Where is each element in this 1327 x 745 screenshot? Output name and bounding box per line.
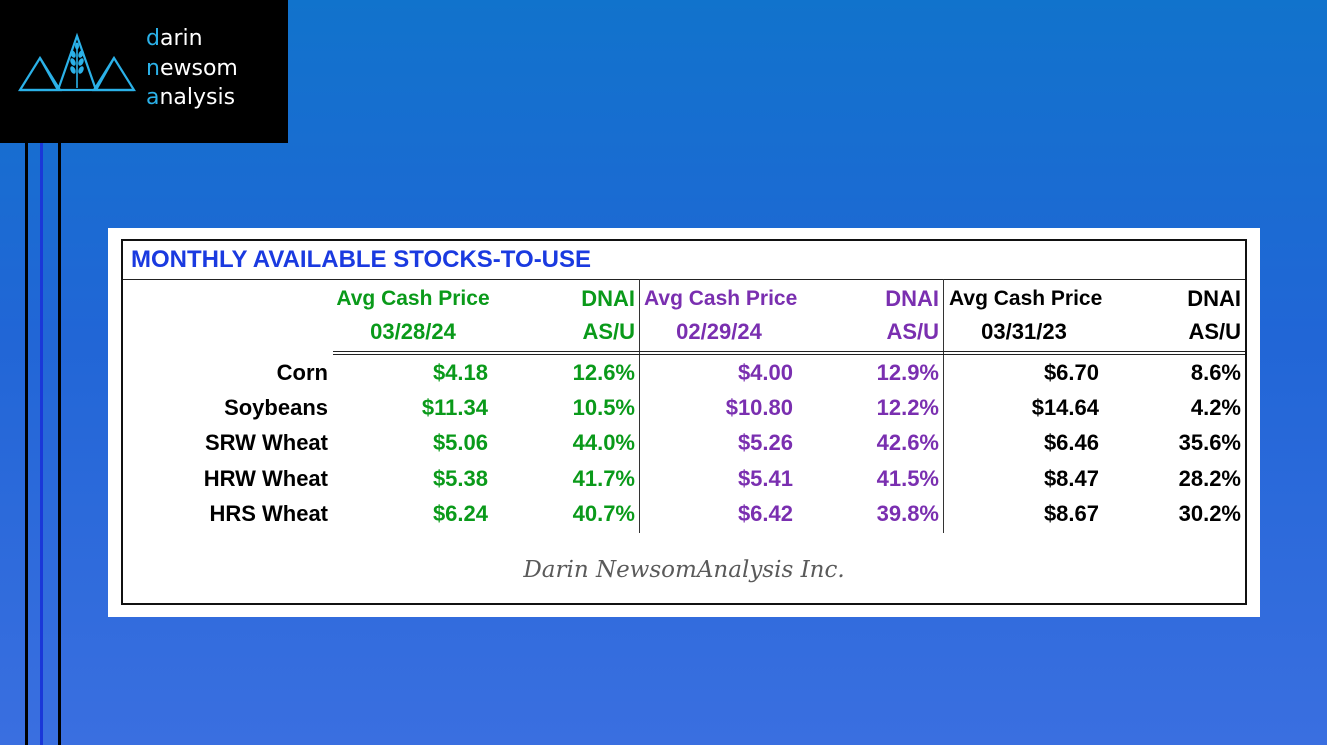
group3-price-header: Avg Cash Price [949,287,1103,310]
group2-price-header: Avg Cash Price [644,287,798,310]
table-title: MONTHLY AVAILABLE STOCKS-TO-USE [131,246,592,273]
table-cell: 12.2% [876,395,939,420]
table-cell: 39.8% [876,501,939,526]
group2-asu-header-2: AS/U [886,319,939,344]
row-label: Corn [276,360,328,385]
decor-line-blue [40,143,43,745]
group1-price-header: Avg Cash Price [336,287,490,310]
group-separator-2 [943,279,944,533]
group3-asu-header-1: DNAI [1187,286,1241,311]
table-cell: $5.26 [737,430,793,455]
table-cell: 4.2% [1190,395,1241,420]
decor-line-black-1 [25,143,28,745]
header-underline-2 [333,354,1245,355]
table-cell: $4.18 [432,360,488,385]
table-cell: 30.2% [1178,501,1241,526]
row-label: SRW Wheat [204,430,328,455]
table-cell: $5.41 [737,466,793,491]
logo-box: darin newsom analysis [0,0,288,143]
title-divider [123,279,1245,280]
row-label: HRS Wheat [209,501,328,526]
table-footer-credit: Darin NewsomAnalysis Inc. [523,557,845,583]
row-label: HRW Wheat [203,466,328,491]
group2-asu-header-1: DNAI [885,286,939,311]
table-cell: $4.00 [737,360,793,385]
table-cell: 12.6% [572,360,635,385]
table-cell: $6.24 [432,501,488,526]
table-cell: $6.42 [737,501,793,526]
table-cell: 44.0% [572,430,635,455]
table-cell: $8.67 [1043,501,1099,526]
table-cell: $11.34 [421,395,488,420]
table-cell: 42.6% [876,430,939,455]
table-cell: 35.6% [1178,430,1241,455]
group1-date: 03/28/24 [370,319,456,344]
table-cell: 8.6% [1190,360,1241,385]
wheat-mountains-icon [18,32,136,92]
row-label: Soybeans [224,395,328,420]
table-cell: $8.47 [1043,466,1099,491]
table-cell: $14.64 [1031,395,1099,420]
table-card: MONTHLY AVAILABLE STOCKS-TO-USE Avg Cash… [108,228,1260,617]
table-cell: 41.7% [572,466,635,491]
group3-date: 03/31/23 [981,319,1067,344]
table-cell: $5.38 [432,466,488,491]
table-cell: 12.9% [876,360,939,385]
table-cell: $10.80 [725,395,793,420]
table-cell: 10.5% [572,395,635,420]
table-cell: $6.70 [1043,360,1099,385]
table-cell: 40.7% [572,501,635,526]
table-cell: $6.46 [1043,430,1099,455]
group1-asu-header-2: AS/U [582,319,635,344]
table-cell: 28.2% [1178,466,1241,491]
header-underline-1 [333,351,1245,352]
logo-wordmark: darin newsom analysis [146,26,238,110]
group1-asu-header-1: DNAI [581,286,635,311]
decor-line-black-2 [58,143,61,745]
stocks-table: MONTHLY AVAILABLE STOCKS-TO-USE Avg Cash… [121,239,1247,605]
table-cell: 41.5% [876,466,939,491]
group3-asu-header-2: AS/U [1188,319,1241,344]
group2-date: 02/29/24 [676,319,762,344]
group-separator-1 [639,279,640,533]
table-cell: $5.06 [432,430,488,455]
